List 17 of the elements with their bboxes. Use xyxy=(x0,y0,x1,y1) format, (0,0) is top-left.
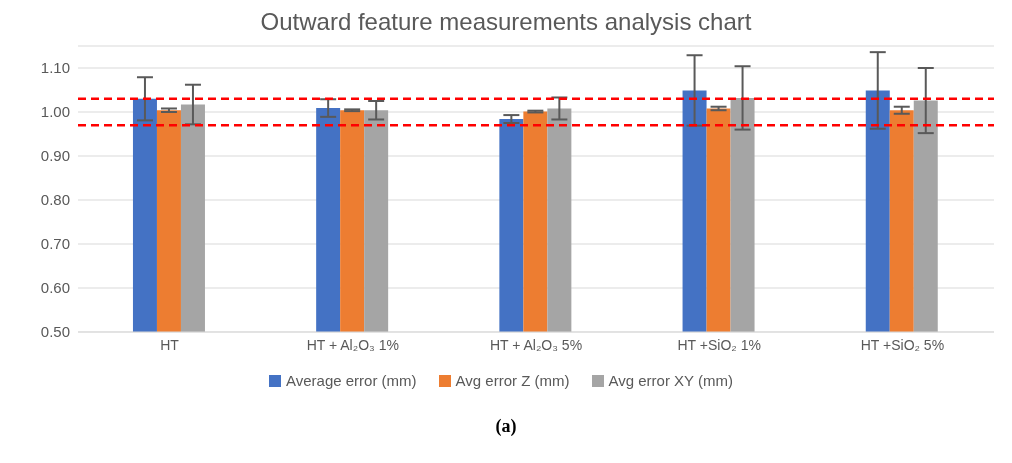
text: (a) xyxy=(494,416,518,437)
legend-label: Avg error Z (mm) xyxy=(454,372,570,389)
x-tick-label: HT + Al₂O₃ 1% xyxy=(306,336,399,353)
x-tick-label: HT xyxy=(160,336,180,353)
legend-label: Average error (mm) xyxy=(285,372,417,389)
legend-label: Avg error XY (mm) xyxy=(607,372,733,389)
x-tick-label: HT + Al₂O₃ 5% xyxy=(489,336,583,353)
y-tick-label: 0.80 xyxy=(40,191,70,209)
y-tick-label: 0.90 xyxy=(40,147,70,165)
x-tick-label: HT +SiO₂ 1% xyxy=(677,336,761,353)
y-tick-label: 0.70 xyxy=(40,235,70,253)
y-tick-label: 1.00 xyxy=(40,103,70,121)
x-tick-label: HT +SiO₂ 5% xyxy=(860,336,945,353)
y-tick-label: 0.60 xyxy=(40,279,70,297)
y-tick-label: 1.10 xyxy=(40,59,70,77)
chart-title: Outward feature measurements analysis chart xyxy=(259,8,753,36)
y-tick-label: 0.50 xyxy=(40,323,70,341)
